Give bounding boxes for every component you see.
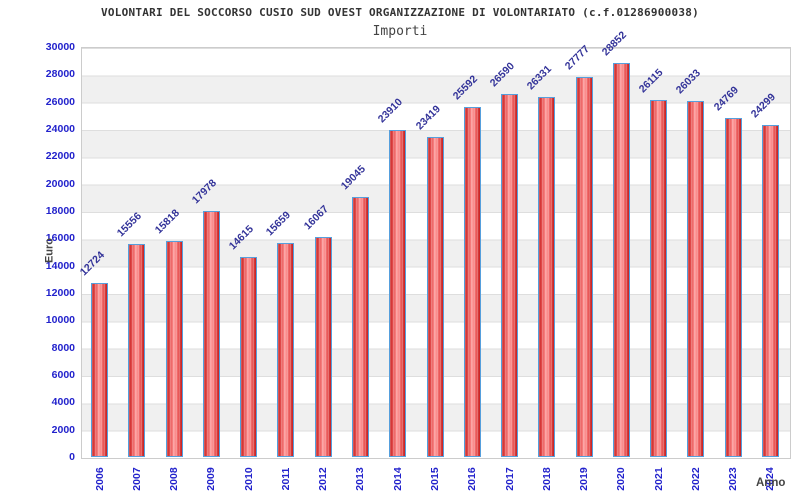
chart-title: VOLONTARI DEL SOCCORSO CUSIO SUD OVEST O… [101, 6, 699, 19]
x-tick-label: 2017 [503, 467, 516, 491]
y-tick-label: 8000 [51, 341, 75, 354]
bar-2020 [612, 62, 630, 457]
y-tick-label: 4000 [51, 396, 75, 409]
x-tick-label: 2016 [466, 467, 479, 491]
y-tick-label: 10000 [45, 314, 75, 327]
y-tick-label: 0 [69, 451, 75, 463]
x-tick-label: 2015 [429, 467, 441, 491]
y-tick-label: 22000 [45, 150, 75, 163]
bar-2023 [724, 118, 742, 457]
bar-2016 [463, 107, 481, 457]
bar-2012 [314, 237, 332, 457]
bar-2017 [501, 93, 519, 457]
bar-2010 [240, 257, 258, 457]
x-tick-label: 2019 [578, 467, 591, 491]
y-tick-label: 6000 [51, 369, 75, 381]
x-tick-label: 2012 [317, 467, 330, 491]
bar-2013 [351, 196, 369, 457]
y-axis-title: Euro [43, 237, 56, 264]
x-tick-label: 2020 [615, 467, 628, 491]
x-tick-label: 2013 [354, 467, 367, 491]
x-tick-label: 2009 [205, 467, 218, 491]
bar-2018 [538, 97, 556, 457]
y-tick-label: 16000 [45, 232, 75, 245]
chart-subtitle: Importi [372, 24, 428, 39]
x-tick-label: 2021 [652, 467, 665, 491]
bar-2006 [91, 283, 109, 457]
x-tick-label: 2010 [242, 467, 255, 491]
x-tick-label: 2018 [540, 467, 553, 491]
x-tick-label: 2011 [279, 467, 292, 491]
y-tick-label: 18000 [45, 205, 75, 217]
x-tick-label: 2022 [689, 467, 702, 491]
x-tick-label: 2023 [727, 467, 740, 491]
y-tick-label: 30000 [45, 41, 75, 53]
bar-2011 [277, 242, 295, 457]
x-axis-title: Anno [756, 477, 786, 489]
x-tick-label: 2014 [391, 467, 404, 491]
bar-2007 [128, 244, 146, 457]
y-tick-label: 26000 [45, 95, 75, 108]
bar-2014 [389, 130, 407, 457]
bar-2019 [575, 77, 593, 457]
y-tick-label: 24000 [45, 123, 75, 135]
y-tick-label: 14000 [45, 259, 75, 272]
bar-2022 [687, 101, 705, 457]
bar-2008 [165, 240, 183, 457]
x-tick-label: 2006 [93, 467, 106, 491]
y-tick-label: 12000 [45, 287, 75, 299]
x-tick-label: 2007 [130, 467, 143, 491]
bar-2021 [650, 100, 668, 457]
y-tick-label: 20000 [45, 177, 75, 190]
y-tick-label: 2000 [51, 423, 75, 436]
bar-2024 [761, 124, 779, 457]
y-tick-label: 28000 [45, 68, 75, 81]
bar-2009 [202, 211, 220, 457]
x-tick-label: 2008 [168, 467, 181, 491]
bar-2015 [426, 136, 444, 457]
